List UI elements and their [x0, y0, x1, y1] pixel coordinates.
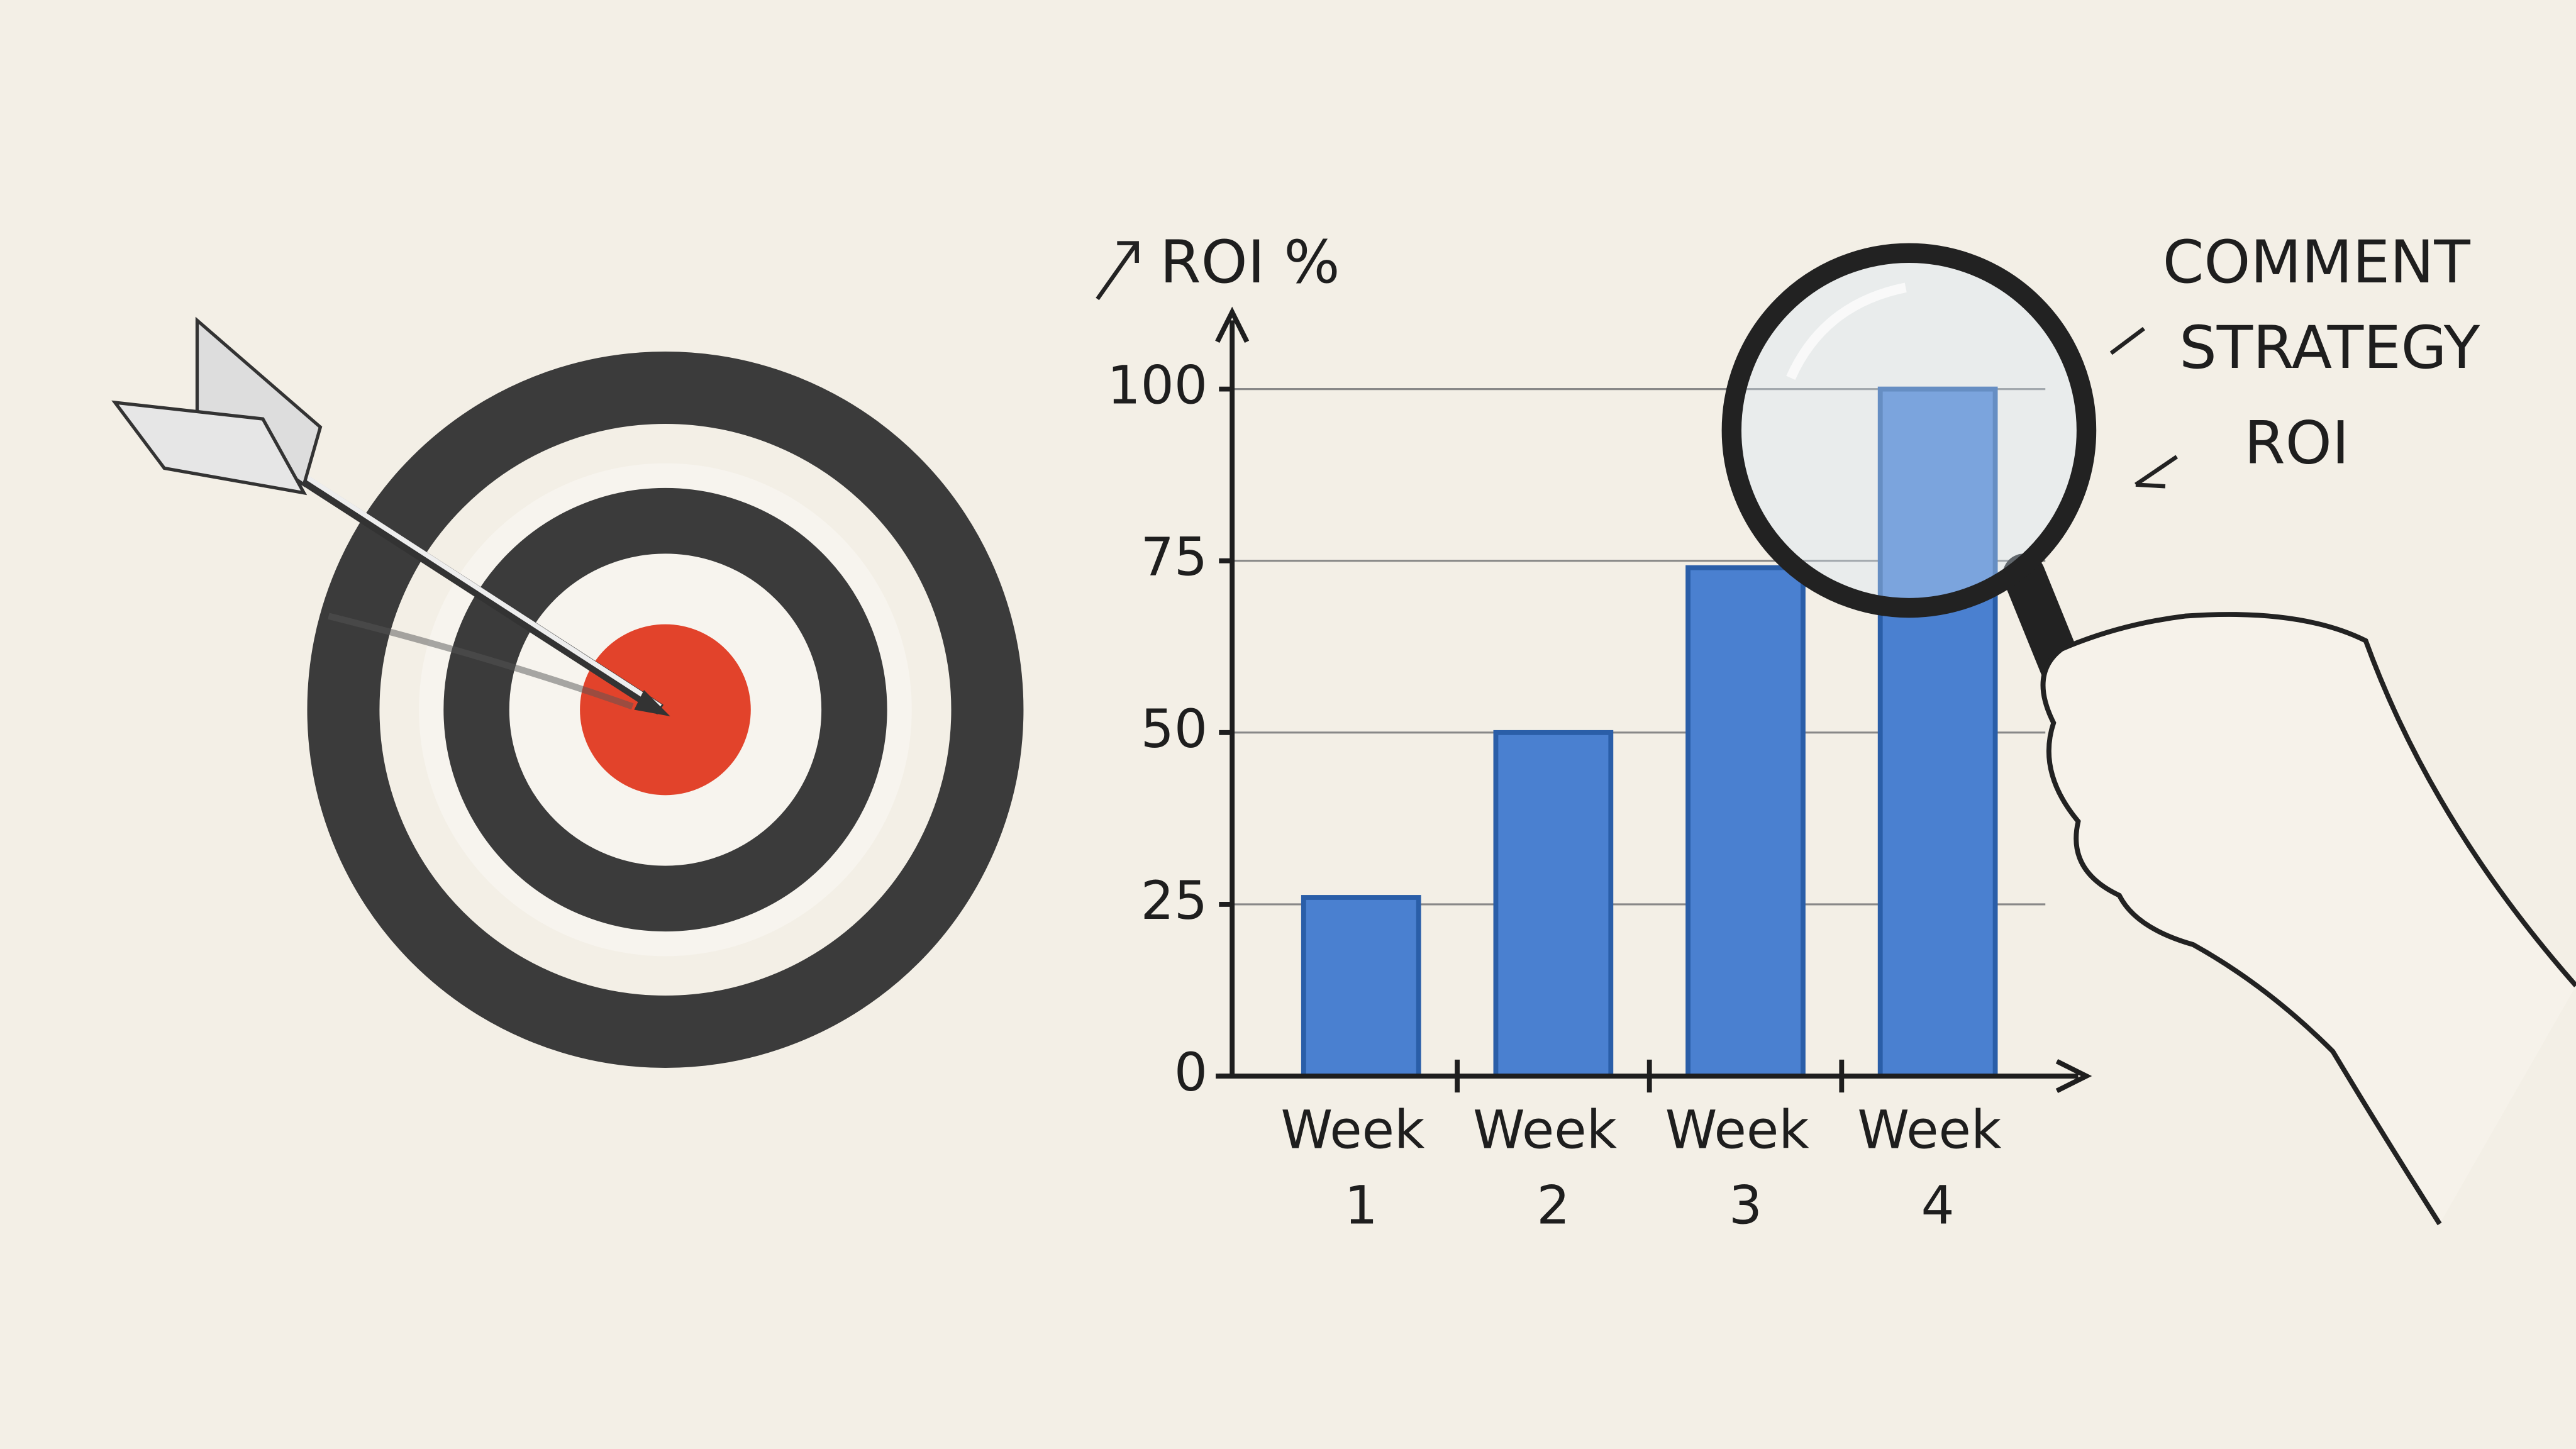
- arrow-fletching: [195, 316, 323, 487]
- y-tick-label: 0: [1174, 1041, 1208, 1103]
- x-tick-label: Week 4: [1857, 1099, 2018, 1236]
- y-axis-label: ROI %: [1160, 228, 1340, 297]
- bar: [1685, 565, 1806, 1079]
- annotation: COMMENT: [2163, 228, 2471, 297]
- y-tick-label: 25: [1141, 870, 1208, 931]
- x-tick-label: Week 3: [1665, 1099, 1826, 1236]
- hand: [2040, 612, 2576, 1226]
- plot-area: [1232, 386, 2046, 1079]
- bar: [1493, 730, 1614, 1079]
- y-tick-label: 100: [1107, 355, 1208, 416]
- bar: [1877, 386, 1998, 1079]
- target: [111, 316, 1024, 1068]
- lens-glare: [1786, 282, 1907, 380]
- x-axis-arrow: [2055, 1059, 2092, 1094]
- motion-line: [328, 613, 634, 710]
- y-tick-label: 75: [1141, 526, 1208, 588]
- label-arrow: [1096, 241, 1139, 301]
- y-axis-arrow: [1215, 306, 1250, 343]
- annotation-marks: [2109, 326, 2179, 489]
- arrow-head: [634, 690, 670, 716]
- y-tick-label: 50: [1141, 698, 1208, 760]
- target-bullseye: [580, 624, 751, 796]
- magnifier-lens: [1721, 243, 2097, 618]
- bar: [1301, 895, 1421, 1079]
- annotation: ROI: [2244, 409, 2349, 477]
- magnifier: [1721, 243, 2576, 1226]
- arrow-fletching: [111, 400, 308, 496]
- annotation: STRATEGY: [2179, 314, 2480, 382]
- x-tick-label: Week 1: [1280, 1099, 1441, 1236]
- target-ring: [443, 487, 887, 932]
- x-tick-label: Week 2: [1473, 1099, 1634, 1236]
- target-ring: [307, 352, 1024, 1068]
